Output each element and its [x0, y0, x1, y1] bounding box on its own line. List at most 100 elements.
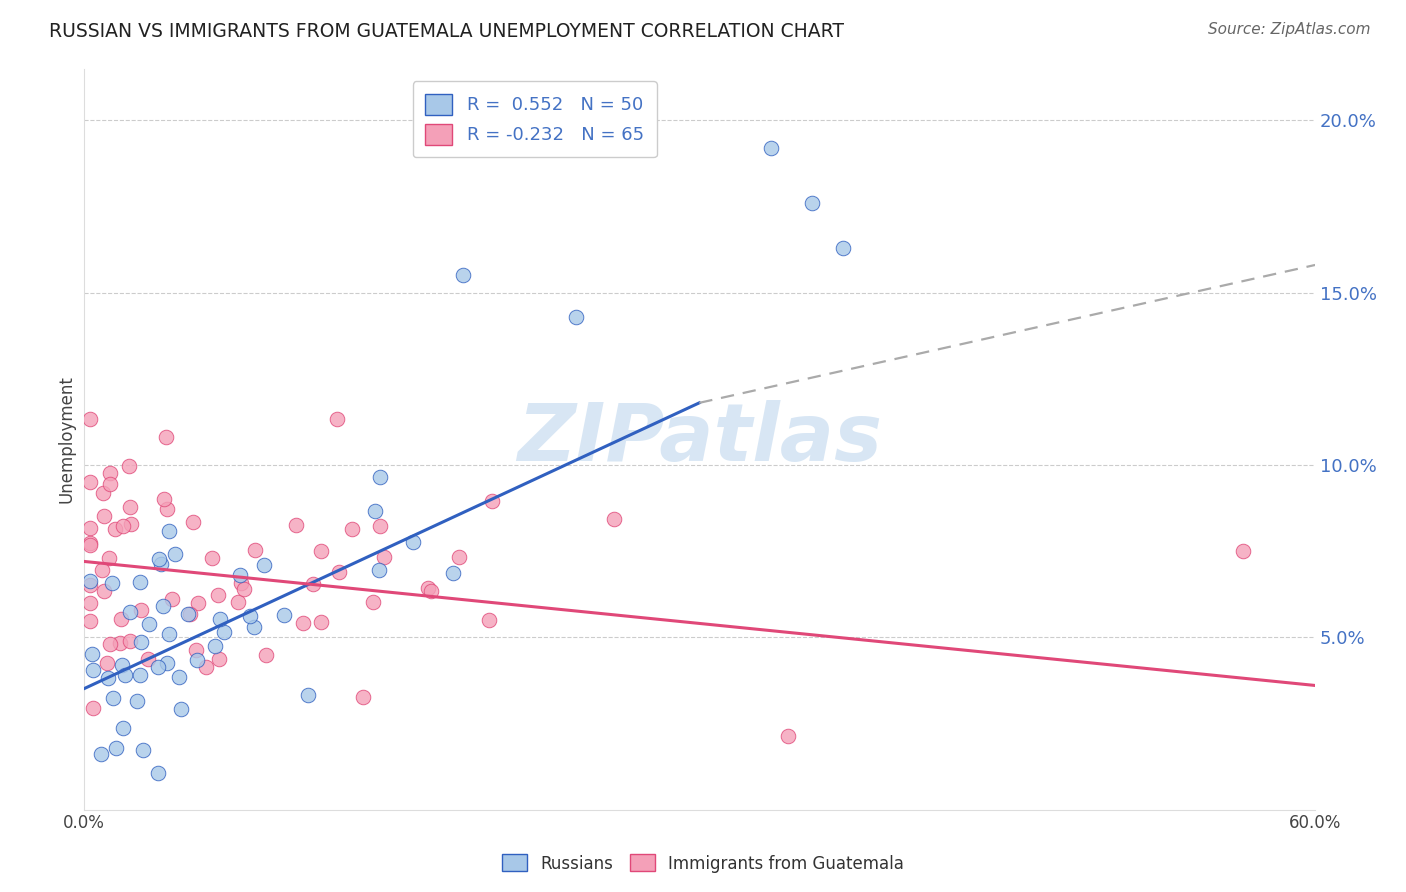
Point: [79, 411, 101, 425]
Point: [181, 515, 204, 529]
Point: [120, 500, 142, 514]
Point: [112, 721, 135, 735]
Point: [90, 747, 112, 761]
Point: [138, 617, 160, 632]
Point: [160, 592, 183, 607]
Point: [155, 430, 177, 444]
Y-axis label: Unemployment: Unemployment: [58, 376, 75, 503]
Point: [187, 596, 209, 610]
Point: [156, 502, 179, 516]
Point: [201, 551, 224, 566]
Point: [79, 614, 101, 628]
Point: [118, 459, 141, 474]
Point: [152, 599, 174, 614]
Point: [104, 522, 127, 536]
Point: [186, 653, 208, 667]
Point: [373, 550, 395, 565]
Point: [195, 660, 218, 674]
Point: [177, 607, 200, 622]
Point: [79, 521, 101, 535]
Point: [229, 576, 252, 591]
Point: [565, 310, 588, 324]
Point: [129, 574, 152, 589]
Point: [239, 609, 262, 624]
Point: [111, 657, 134, 672]
Point: [156, 657, 179, 671]
Point: [284, 518, 307, 533]
Point: [451, 268, 474, 283]
Point: [118, 634, 141, 648]
Point: [108, 636, 131, 650]
Point: [127, 693, 149, 707]
Point: [776, 729, 799, 743]
Point: [208, 652, 231, 666]
Point: [167, 670, 190, 684]
Point: [232, 582, 254, 596]
Point: [832, 241, 855, 255]
Point: [80, 647, 103, 661]
Point: [79, 596, 101, 610]
Point: [93, 509, 115, 524]
Point: [603, 512, 626, 526]
Point: [254, 648, 277, 662]
Point: [447, 550, 470, 565]
Point: [179, 607, 201, 621]
Legend: R =  0.552   N = 50, R = -0.232   N = 65: R = 0.552 N = 50, R = -0.232 N = 65: [413, 81, 657, 157]
Point: [309, 615, 332, 629]
Point: [328, 566, 350, 580]
Point: [79, 535, 101, 549]
Point: [98, 466, 121, 480]
Point: [207, 588, 229, 602]
Point: [152, 491, 174, 506]
Point: [402, 535, 425, 549]
Point: [478, 613, 501, 627]
Point: [104, 741, 127, 756]
Point: [481, 494, 503, 508]
Point: [146, 765, 169, 780]
Point: [131, 743, 153, 757]
Point: [148, 552, 170, 566]
Point: [297, 688, 319, 702]
Point: [1232, 544, 1254, 558]
Text: Source: ZipAtlas.com: Source: ZipAtlas.com: [1208, 22, 1371, 37]
Point: [96, 656, 118, 670]
Point: [93, 583, 115, 598]
Point: [100, 575, 122, 590]
Point: [229, 567, 252, 582]
Point: [368, 470, 391, 484]
Point: [418, 581, 440, 595]
Point: [120, 517, 142, 532]
Point: [118, 605, 141, 619]
Text: RUSSIAN VS IMMIGRANTS FROM GUATEMALA UNEMPLOYMENT CORRELATION CHART: RUSSIAN VS IMMIGRANTS FROM GUATEMALA UNE…: [49, 22, 844, 41]
Point: [801, 196, 824, 211]
Point: [309, 543, 332, 558]
Point: [97, 671, 120, 685]
Point: [243, 620, 266, 634]
Point: [110, 612, 132, 626]
Point: [82, 663, 104, 677]
Point: [91, 486, 114, 500]
Text: ZIPatlas: ZIPatlas: [517, 400, 882, 478]
Point: [114, 668, 136, 682]
Point: [364, 504, 387, 518]
Point: [79, 574, 101, 588]
Point: [82, 700, 104, 714]
Point: [301, 577, 323, 591]
Point: [184, 643, 207, 657]
Point: [157, 626, 180, 640]
Point: [326, 411, 349, 425]
Legend: Russians, Immigrants from Guatemala: Russians, Immigrants from Guatemala: [495, 847, 911, 880]
Point: [170, 701, 193, 715]
Point: [291, 615, 314, 630]
Point: [361, 595, 384, 609]
Point: [128, 668, 150, 682]
Point: [79, 475, 101, 489]
Point: [226, 594, 249, 608]
Point: [101, 691, 124, 706]
Point: [368, 519, 391, 533]
Point: [79, 538, 101, 552]
Point: [273, 607, 295, 622]
Point: [131, 603, 153, 617]
Point: [136, 651, 159, 665]
Point: [352, 690, 374, 704]
